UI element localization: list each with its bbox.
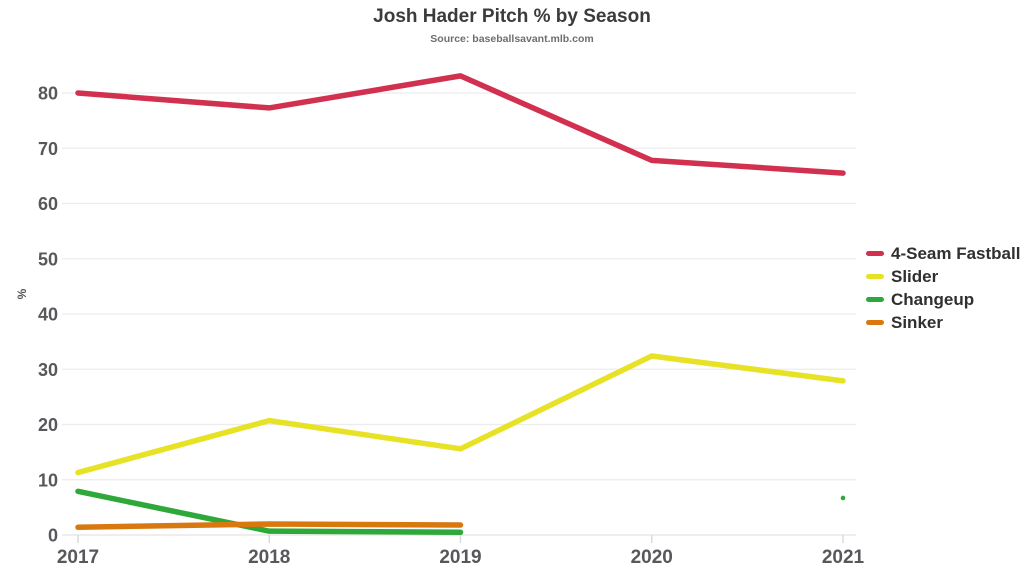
legend-item: 4-Seam Fastball (866, 242, 1020, 265)
legend-swatch-icon (866, 251, 884, 256)
y-tick-label: 70 (38, 139, 58, 159)
x-tick-label: 2017 (57, 547, 99, 568)
x-tick-label: 2020 (631, 547, 673, 568)
y-tick-label: 80 (38, 84, 58, 104)
legend-item: Slider (866, 265, 1020, 288)
series-point-changeup (840, 495, 846, 501)
x-tick-label: 2019 (439, 547, 481, 568)
legend-swatch-icon (866, 297, 884, 302)
axis-ticks (77, 535, 844, 543)
chart-subtitle: Source: baseballsavant.mlb.com (430, 33, 594, 45)
legend-label: 4-Seam Fastball (891, 243, 1021, 263)
series-lines (75, 73, 846, 535)
y-tick-label: 20 (38, 415, 58, 435)
gridlines (62, 92, 856, 536)
legend-label: Slider (891, 266, 939, 286)
legend: 4-Seam Fastball Slider Changeup Sinker (866, 242, 1020, 334)
y-tick-label: 60 (38, 194, 58, 214)
y-axis-label: % (15, 288, 29, 299)
legend-label: Changeup (891, 289, 975, 309)
x-tick-labels: 2017 2018 2019 2020 2021 (57, 547, 865, 568)
legend-item: Sinker (866, 311, 1020, 334)
legend-swatch-icon (866, 274, 884, 279)
chart-title: Josh Hader Pitch % by Season (373, 6, 651, 27)
series-line-sinker (75, 521, 464, 531)
y-tick-label: 40 (38, 305, 58, 325)
x-tick-label: 2021 (822, 547, 865, 568)
legend-label: Sinker (891, 312, 943, 332)
series-line-slider (75, 353, 846, 476)
y-tick-label: 10 (38, 470, 58, 490)
y-tick-label: 50 (38, 249, 58, 269)
series-line-changeup (75, 488, 464, 535)
y-tick-labels: 0 10 20 30 40 50 60 70 80 (38, 84, 58, 546)
series-line-4-seam-fastball (75, 73, 846, 176)
x-tick-label: 2018 (248, 547, 290, 568)
legend-item: Changeup (866, 288, 1020, 311)
y-tick-label: 30 (38, 360, 58, 380)
legend-swatch-icon (866, 320, 884, 325)
y-tick-label: 0 (48, 526, 58, 546)
